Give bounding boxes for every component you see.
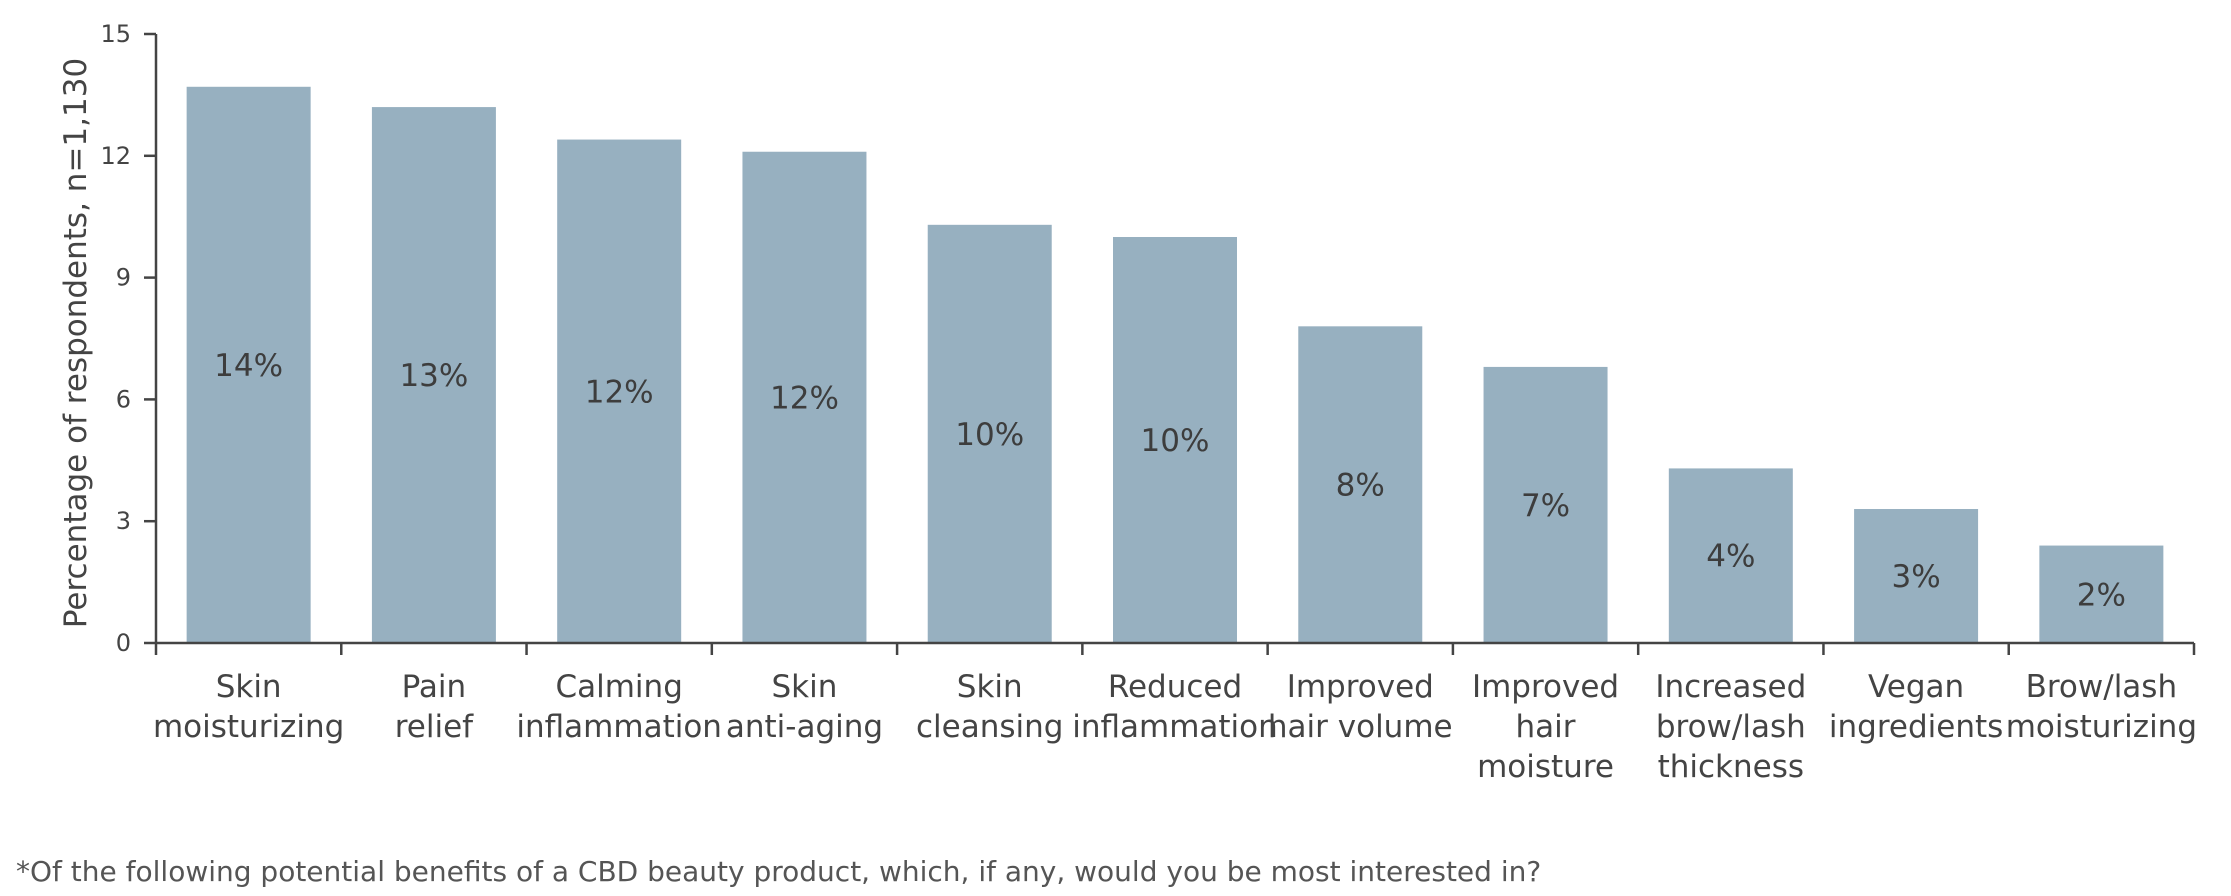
bar-data-label: 8% xyxy=(1336,468,1385,504)
x-category-label: Vegan ingredients xyxy=(1829,669,2003,745)
x-category-label: Skin cleansing xyxy=(916,669,1063,745)
x-category-label: Skin anti-aging xyxy=(726,669,883,745)
x-category-label-line: moisturizing xyxy=(2006,709,2197,745)
x-category-label: Improved hair volume xyxy=(1268,669,1453,745)
x-category-label: Increased brow/lash thickness xyxy=(1655,669,1806,785)
bar xyxy=(1113,237,1237,643)
x-category-label-line: Brow/lash xyxy=(2026,669,2178,705)
bar-data-label: 2% xyxy=(2077,577,2126,613)
x-category-label-line: Calming xyxy=(555,669,682,705)
x-category-label-line: inflammation xyxy=(1072,709,1278,745)
x-category-label-line: ingredients xyxy=(1829,709,2003,745)
x-category-label-line: thickness xyxy=(1658,749,1804,785)
y-tick-label: 6 xyxy=(116,385,131,413)
bar xyxy=(1668,468,1793,643)
bar xyxy=(2039,545,2164,643)
bar-data-label: 12% xyxy=(585,374,654,410)
x-category-label-line: brow/lash xyxy=(1656,709,1806,745)
y-tick-label: 3 xyxy=(116,507,131,535)
y-axis-label: Percentage of respondents, n=1,130 xyxy=(58,58,94,628)
x-category-label-line: relief xyxy=(395,709,474,745)
x-category-label-line: Skin xyxy=(772,669,838,705)
bar-chart: Percentage of respondents, n=1,130 0 3 6 9 1… xyxy=(58,20,2197,785)
y-tick-label: 9 xyxy=(116,264,131,292)
x-category-label-line: Improved xyxy=(1287,669,1434,705)
bar xyxy=(742,151,867,644)
x-category-label: Skin moisturizing xyxy=(153,669,344,745)
y-tick-label: 0 xyxy=(116,629,131,657)
bar xyxy=(371,107,496,643)
x-category-label: Brow/lash moisturizing xyxy=(2006,669,2197,745)
bar-data-label: 10% xyxy=(955,417,1024,453)
footnote: *Of the following potential benefits of … xyxy=(16,855,1542,888)
x-category-label-line: Reduced xyxy=(1108,669,1242,705)
x-category-label-line: Skin xyxy=(957,669,1023,705)
bar xyxy=(557,139,682,643)
y-tick-label: 12 xyxy=(100,142,131,170)
x-category-label-line: Pain xyxy=(402,669,467,705)
x-category-label-line: hair volume xyxy=(1268,709,1453,745)
bar-data-label: 13% xyxy=(399,358,468,394)
bar-data-label: 10% xyxy=(1141,423,1210,459)
x-category-label: Improved hair moisture xyxy=(1472,669,1619,785)
x-category-label-line: moisture xyxy=(1477,749,1614,785)
bar xyxy=(1298,326,1423,643)
x-category-label-line: anti-aging xyxy=(726,709,883,745)
x-category-label-line: moisturizing xyxy=(153,709,344,745)
x-category-label: Pain relief xyxy=(395,669,474,745)
x-category-label-line: Skin xyxy=(216,669,282,705)
x-category-label-line: cleansing xyxy=(916,709,1063,745)
x-category-label: Reduced inflammation xyxy=(1072,669,1278,745)
bar-data-label: 12% xyxy=(770,380,839,416)
bar-data-label: 3% xyxy=(1891,559,1940,595)
bar xyxy=(186,86,311,643)
bar-data-label: 4% xyxy=(1706,539,1755,575)
bar xyxy=(1483,366,1608,643)
bar xyxy=(1854,509,1979,643)
x-category-label-line: inflammation xyxy=(516,709,722,745)
x-category-label-line: Increased xyxy=(1655,669,1806,705)
bar-data-label: 7% xyxy=(1521,488,1570,524)
x-category-label-line: hair xyxy=(1516,709,1576,745)
x-category-label-line: Vegan xyxy=(1868,669,1964,705)
x-category-label-line: Improved xyxy=(1472,669,1619,705)
x-category-label: Calming inflammation xyxy=(516,669,722,745)
bar xyxy=(927,224,1052,643)
y-tick-label: 15 xyxy=(100,20,131,48)
bar-data-label: 14% xyxy=(214,348,283,384)
